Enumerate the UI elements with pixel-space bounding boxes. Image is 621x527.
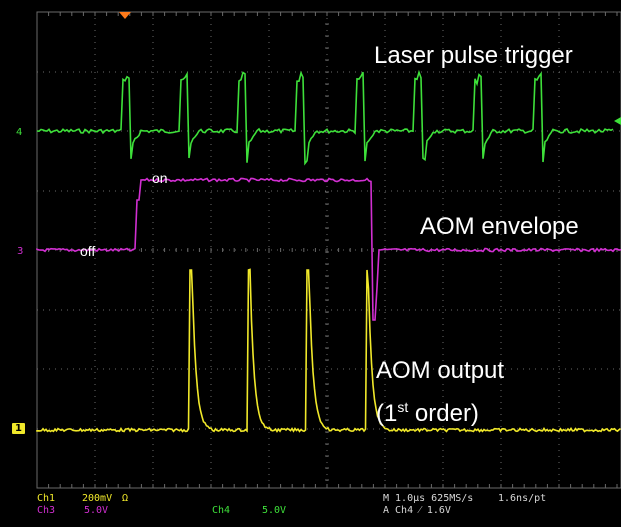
ch4-marker: 4 <box>16 127 23 138</box>
aom-output-label: AOM output <box>376 357 505 384</box>
trigger-readout: A Ch4 ⁄ 1.6V <box>383 505 451 516</box>
off-label: off <box>80 243 96 259</box>
ch3-scale: 5.0V <box>84 505 109 516</box>
ch3-marker: 3 <box>17 246 24 257</box>
trigger-level-arrow <box>614 117 621 125</box>
ch1-aom-output-trace <box>36 268 621 433</box>
ch1-marker: 1 <box>12 423 25 434</box>
ch1-name: Ch1 <box>37 493 56 504</box>
trigger-position-marker <box>119 12 131 19</box>
timebase-readout: M 1.0µs 625MS/s <box>383 493 474 504</box>
aom-output-order-label: (1st order) <box>376 399 479 427</box>
ch3-name: Ch3 <box>37 505 56 516</box>
resolution-readout: 1.6ns/pt <box>498 493 547 504</box>
laser-pulse-trigger-label: Laser pulse trigger <box>374 42 573 69</box>
ch4-name: Ch4 <box>212 505 231 516</box>
ch4-scale: 5.0V <box>262 505 287 516</box>
ch1-coupling: Ω <box>122 493 129 504</box>
aom-envelope-label: AOM envelope <box>420 213 579 240</box>
ch1-scale: 200mV <box>82 493 113 504</box>
ch3-aom-envelope-trace <box>36 177 621 321</box>
on-label: on <box>152 170 168 186</box>
ch4-laser-trigger-trace <box>36 69 614 166</box>
